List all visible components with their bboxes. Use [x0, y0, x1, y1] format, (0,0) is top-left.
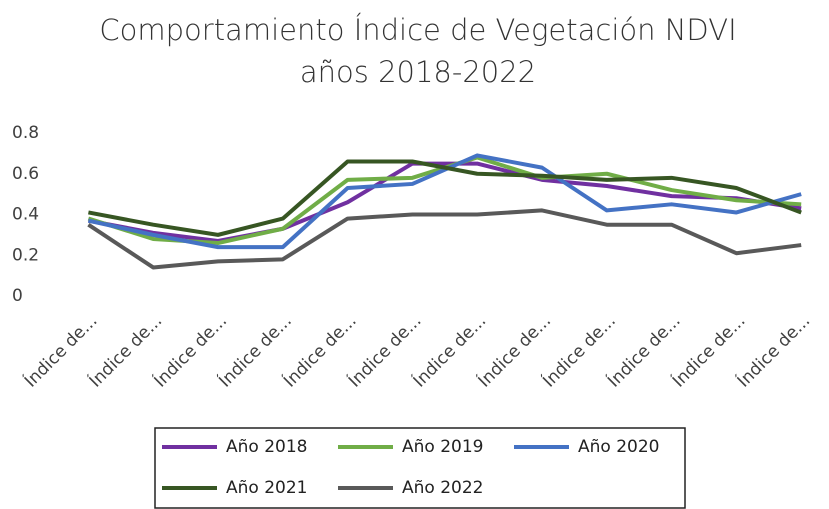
chart-title: Comportamiento Índice de Vegetación NDVI	[99, 13, 736, 47]
legend-box	[154, 427, 686, 509]
legend-label: Año 2018	[226, 437, 307, 457]
y-tick-label: 0	[12, 286, 23, 306]
series-line	[88, 159, 802, 237]
legend-label: Año 2022	[402, 478, 483, 498]
series-line	[87, 208, 802, 270]
y-tick-label: 0.4	[12, 205, 39, 225]
legend-label: Año 2019	[402, 437, 483, 457]
y-tick-label: 0.2	[12, 245, 39, 265]
legend-label: Año 2020	[578, 437, 659, 457]
series-line	[88, 161, 802, 243]
chart-title: años 2018-2022	[300, 55, 536, 89]
legend-label: Año 2021	[226, 478, 307, 498]
y-tick-label: 0.6	[12, 164, 39, 184]
series-line	[87, 153, 802, 250]
y-tick-label: 0.8	[12, 123, 39, 143]
